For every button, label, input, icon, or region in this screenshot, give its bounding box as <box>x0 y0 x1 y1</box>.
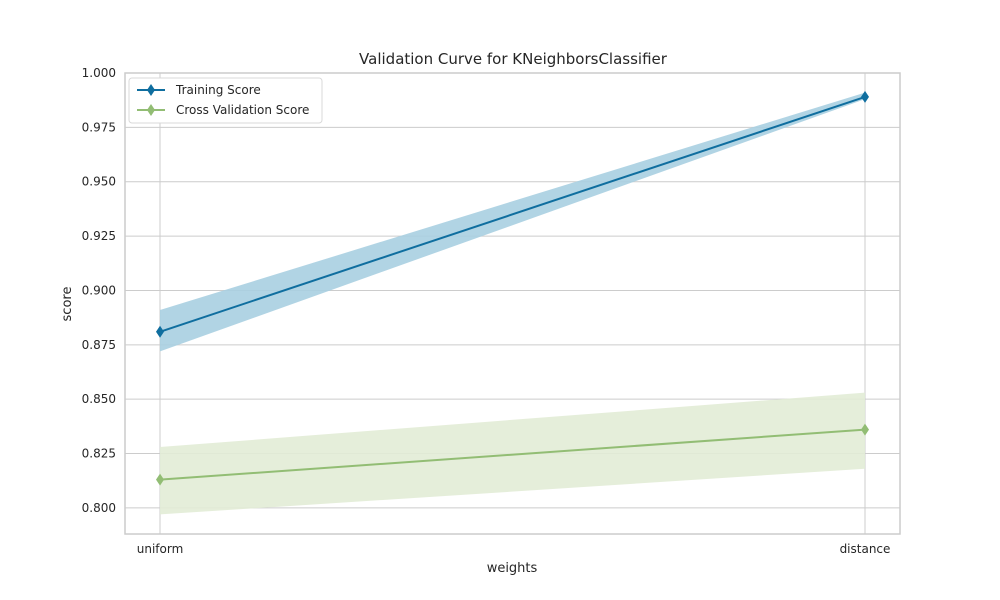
legend-label: Training Score <box>175 83 261 97</box>
y-tick-label: 0.825 <box>82 447 116 461</box>
x-tick-label: distance <box>840 542 891 556</box>
data-point <box>156 325 164 338</box>
series-markers <box>156 90 869 486</box>
y-tick-label: 0.975 <box>82 120 116 134</box>
y-tick-label: 0.875 <box>82 338 116 352</box>
data-point <box>156 473 164 486</box>
confidence-band-1 <box>160 392 865 515</box>
plot-frame <box>124 72 901 535</box>
y-axis-ticks: 0.800 0.825 0.850 0.875 0.900 0.925 0.950 0.975… <box>82 66 116 515</box>
y-tick-label: 1.000 <box>82 66 116 80</box>
x-axis-ticks: uniform distance <box>137 542 891 556</box>
legend-marker <box>147 84 155 96</box>
data-point <box>861 423 869 436</box>
y-tick-label: 0.800 <box>82 501 116 515</box>
chart-title: Validation Curve for KNeighborsClassifie… <box>359 50 668 68</box>
legend-marker <box>147 104 155 116</box>
confidence-band-0 <box>160 92 865 352</box>
y-tick-label: 0.850 <box>82 392 116 406</box>
y-tick-label: 0.925 <box>82 229 116 243</box>
y-tick-label: 0.900 <box>82 283 116 297</box>
series-line-1 <box>159 428 866 481</box>
confidence-bands <box>160 92 865 515</box>
legend-label: Cross Validation Score <box>176 103 309 117</box>
x-axis-label: weights <box>487 561 538 576</box>
legend-box <box>128 77 323 124</box>
y-tick-label: 0.950 <box>82 175 116 189</box>
data-point <box>861 90 869 103</box>
legend: Training Score Cross Validation Score <box>128 77 323 124</box>
y-axis-label: score <box>60 287 75 322</box>
series-lines <box>159 95 866 481</box>
x-tick-label: uniform <box>137 542 184 556</box>
series-line-0 <box>159 95 866 333</box>
